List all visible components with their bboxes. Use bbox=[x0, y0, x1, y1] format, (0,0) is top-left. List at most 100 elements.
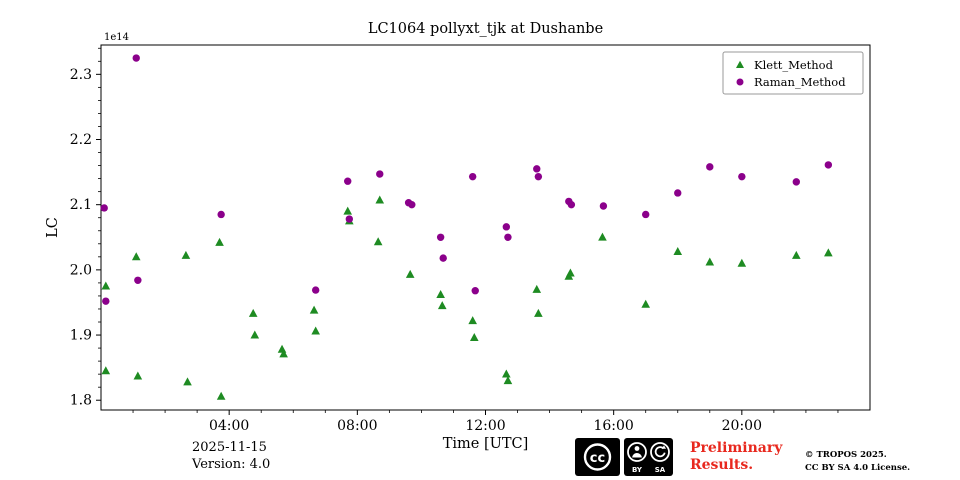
preliminary-line2: Results. bbox=[690, 456, 754, 473]
by-label: BY bbox=[632, 466, 643, 474]
sa-arrow-icon bbox=[654, 446, 666, 458]
data-point bbox=[134, 276, 142, 284]
data-point bbox=[674, 189, 682, 197]
legend-marker-Klett_Method bbox=[736, 60, 744, 68]
x-tick-label: 04:00 bbox=[209, 418, 249, 434]
data-point bbox=[504, 233, 512, 241]
by-person-head-icon bbox=[634, 446, 640, 451]
cc-icon bbox=[583, 443, 612, 471]
legend-marker-Raman_Method bbox=[736, 78, 744, 86]
data-point bbox=[101, 366, 111, 375]
data-point bbox=[641, 299, 651, 308]
data-point bbox=[101, 281, 111, 290]
data-point bbox=[471, 287, 479, 295]
data-point bbox=[183, 377, 192, 386]
data-point bbox=[217, 210, 225, 219]
x-axis-label: Time [UTC] bbox=[443, 436, 529, 452]
copyright-note: © TROPOS 2025. CC BY SA 4.0 License. bbox=[805, 449, 910, 475]
x-tick-label: 20:00 bbox=[722, 418, 762, 434]
data-point bbox=[533, 165, 541, 173]
data-point bbox=[502, 369, 511, 378]
cc-icon-text: cc bbox=[590, 451, 605, 466]
data-point bbox=[408, 200, 416, 209]
data-point bbox=[311, 286, 320, 294]
data-point bbox=[437, 301, 447, 310]
sa-circle-icon bbox=[650, 442, 670, 462]
data-point bbox=[133, 371, 143, 380]
by-person-body-icon bbox=[632, 453, 642, 458]
y-axis-ticks: 1.8 1.9 2.0 2.1 2.2 2.3 bbox=[70, 47, 101, 409]
data-point bbox=[705, 257, 715, 266]
cc-tile bbox=[575, 438, 620, 476]
data-point bbox=[311, 326, 320, 335]
preliminary-note: Preliminary Results. bbox=[690, 440, 810, 474]
data-point bbox=[824, 248, 833, 257]
data-point bbox=[599, 202, 608, 210]
copyright-line2: CC BY SA 4.0 License. bbox=[805, 463, 911, 474]
data-point bbox=[502, 223, 511, 231]
copyright-line1: © TROPOS 2025. bbox=[805, 450, 887, 460]
sa-arrowhead-icon bbox=[661, 445, 666, 449]
data-point bbox=[100, 204, 108, 212]
data-point bbox=[376, 170, 384, 178]
legend-label-Klett_Method: Klett_Method bbox=[754, 58, 834, 72]
data-point bbox=[738, 172, 746, 181]
data-point bbox=[532, 284, 542, 293]
data-point bbox=[534, 308, 543, 317]
data-point bbox=[131, 252, 141, 261]
axes-frame bbox=[100, 44, 871, 411]
data-point bbox=[824, 161, 833, 169]
cc-license-badge: cc BY SA bbox=[575, 438, 673, 480]
y-tick-label: 2.3 bbox=[70, 67, 92, 83]
data-point bbox=[309, 305, 319, 314]
data-point bbox=[181, 250, 191, 259]
data-point bbox=[503, 376, 513, 385]
legend-label-Raman_Method: Raman_Method bbox=[754, 75, 846, 89]
data-point bbox=[439, 254, 447, 262]
data-point bbox=[277, 344, 287, 353]
data-point bbox=[792, 178, 801, 186]
data-point bbox=[468, 172, 477, 181]
data-point bbox=[343, 206, 353, 215]
plot-version: Version: 4.0 bbox=[192, 456, 271, 472]
data-point bbox=[673, 247, 683, 256]
x-tick-label: 08:00 bbox=[337, 418, 377, 434]
data-point bbox=[436, 290, 445, 299]
data-point bbox=[279, 349, 288, 358]
data-point bbox=[248, 308, 258, 317]
cc-badge-graphic: cc BY SA bbox=[575, 438, 673, 476]
x-tick-label: 12:00 bbox=[465, 418, 505, 434]
y-tick-label: 2.0 bbox=[70, 262, 92, 278]
data-point bbox=[373, 237, 383, 246]
by-person-icon bbox=[627, 442, 647, 462]
chart-title: LC1064 pollyxt_tjk at Dushanbe bbox=[368, 21, 603, 37]
date-version-block: 2025-11-15 Version: 4.0 bbox=[192, 440, 270, 474]
data-point bbox=[469, 333, 479, 342]
data-point bbox=[706, 163, 714, 171]
sa-label: SA bbox=[655, 466, 666, 474]
data-point bbox=[345, 215, 354, 223]
data-point bbox=[737, 258, 747, 267]
data-point bbox=[132, 54, 140, 62]
data-point bbox=[468, 316, 477, 325]
data-point bbox=[567, 200, 576, 209]
data-point bbox=[598, 232, 607, 241]
data-point bbox=[250, 330, 260, 339]
data-point bbox=[216, 391, 226, 400]
plot-date: 2025-11-15 bbox=[192, 440, 267, 455]
axis-offset-label: 1e14 bbox=[104, 32, 129, 43]
y-tick-label: 1.9 bbox=[70, 328, 92, 344]
data-point bbox=[215, 237, 224, 246]
data-point bbox=[642, 210, 650, 219]
x-axis-ticks: 04:00 08:00 12:00 16:00 20:00 bbox=[132, 410, 839, 434]
data-point bbox=[534, 172, 543, 181]
legend-box bbox=[722, 51, 864, 95]
x-tick-label: 16:00 bbox=[593, 418, 633, 434]
data-point bbox=[436, 233, 445, 241]
data-point bbox=[102, 297, 110, 305]
data-point bbox=[375, 195, 385, 204]
data-point bbox=[566, 268, 575, 277]
series-Raman_Method bbox=[100, 54, 833, 305]
